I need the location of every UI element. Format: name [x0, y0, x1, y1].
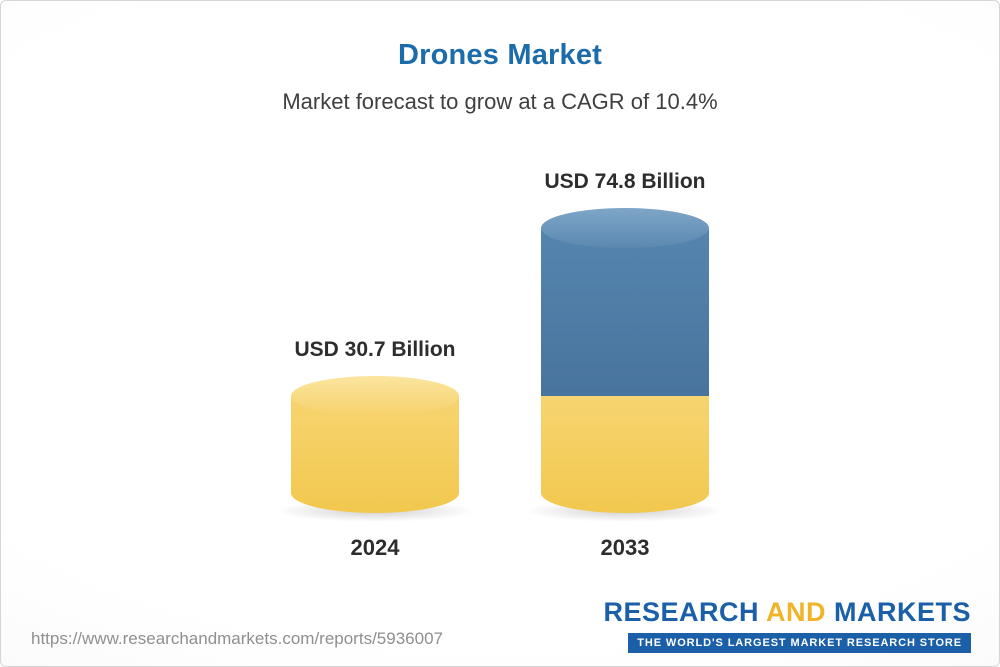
research-and-markets-logo: RESEARCH AND MARKETS THE WORLD'S LARGEST… [603, 597, 971, 653]
bar-2033-base-segment [541, 396, 709, 513]
bar-group-2033: USD 74.8 Billion 2033 [525, 170, 725, 561]
logo-wordmark: RESEARCH AND MARKETS [603, 597, 971, 628]
bar-2033-growth-segment [541, 228, 709, 396]
chart-header: Drones Market Market forecast to grow at… [1, 39, 999, 115]
cylinder-2024-top-ellipse [291, 376, 459, 416]
logo-word-markets: MARKETS [834, 597, 971, 627]
chart-subtitle: Market forecast to grow at a CAGR of 10.… [282, 89, 718, 114]
cylinder-2024 [275, 376, 475, 522]
year-label-2024: 2024 [350, 535, 400, 560]
value-label-2024: USD 30.7 Billion [294, 338, 456, 361]
year-label-2033: 2033 [600, 535, 650, 560]
value-label-2033: USD 74.8 Billion [544, 170, 706, 193]
report-url-link[interactable]: https://www.researchandmarkets.com/repor… [31, 629, 443, 648]
chart-title: Drones Market [397, 39, 603, 71]
cylinder-2033 [525, 208, 725, 522]
cylinder-2033-top-ellipse [541, 208, 709, 248]
logo-tagline: THE WORLD'S LARGEST MARKET RESEARCH STOR… [628, 633, 971, 653]
logo-word-and: AND [765, 597, 826, 627]
logo-word-research: RESEARCH [603, 597, 759, 627]
bar-chart: USD 30.7 Billion 2024 USD 74.8 Billion 2… [1, 170, 999, 561]
bar-group-2024: USD 30.7 Billion 2024 [275, 338, 475, 561]
